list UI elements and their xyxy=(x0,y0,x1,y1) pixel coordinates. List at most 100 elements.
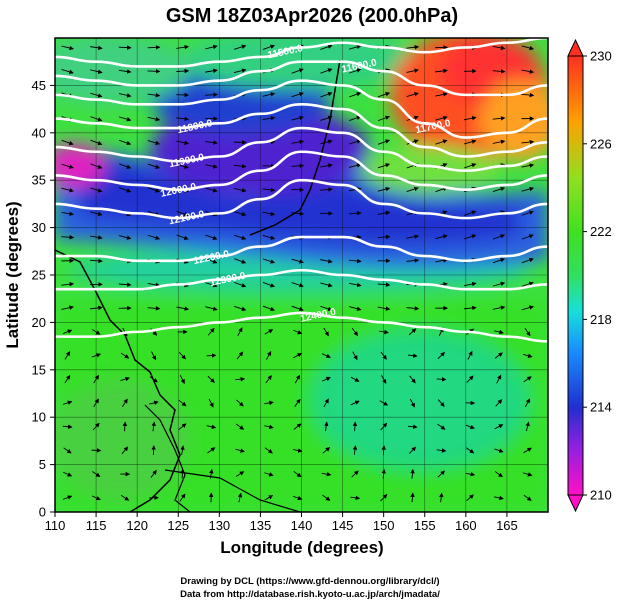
wind-vector xyxy=(322,494,331,501)
wind-vector xyxy=(406,139,419,145)
wind-vector xyxy=(178,352,186,360)
wind-vector xyxy=(147,306,161,311)
coastline-asia xyxy=(55,249,181,512)
wind-vector xyxy=(205,164,218,169)
wind-vector xyxy=(496,374,502,384)
credit-drawing: Drawing by DCL (https://www.gfd-dennou.o… xyxy=(180,576,439,587)
wind-vector xyxy=(348,282,362,288)
wind-vector xyxy=(523,447,532,454)
wind-vector xyxy=(176,163,189,169)
wind-vector xyxy=(236,351,244,360)
wind-vector xyxy=(118,69,132,74)
wind-vector xyxy=(207,447,216,454)
wind-vector xyxy=(377,306,391,311)
wind-vector xyxy=(293,353,303,359)
wind-vector xyxy=(62,424,73,429)
wind-vector xyxy=(149,400,159,405)
wind-vector xyxy=(494,424,504,430)
wind-vector xyxy=(291,92,304,98)
wind-vector xyxy=(151,351,157,361)
wind-vector xyxy=(494,352,503,359)
wind-vector xyxy=(409,398,415,408)
colorbar-body xyxy=(567,55,584,496)
wind-vector xyxy=(90,211,103,217)
x-tick-label: 145 xyxy=(332,518,354,533)
wind-vector xyxy=(291,68,304,74)
wind-vector xyxy=(492,45,506,51)
wind-vector xyxy=(464,210,477,216)
wind-vector xyxy=(264,447,273,454)
wind-vector xyxy=(320,259,333,264)
wind-vector xyxy=(492,116,506,121)
wind-vector xyxy=(92,471,101,478)
wind-vector xyxy=(262,305,275,312)
wind-vector xyxy=(90,258,103,264)
wind-vector xyxy=(293,423,302,430)
wind-vector xyxy=(205,187,218,193)
wind-vector xyxy=(90,187,103,193)
wind-vector xyxy=(523,376,532,383)
wind-vector xyxy=(466,375,474,383)
wind-vector xyxy=(121,446,129,455)
wind-vector xyxy=(207,327,215,336)
wind-vector xyxy=(377,163,391,169)
height-contour xyxy=(55,79,548,139)
wind-vector xyxy=(323,327,329,337)
wind-vector xyxy=(118,116,132,122)
wind-vector xyxy=(380,422,388,431)
wind-vector xyxy=(262,187,276,193)
wind-vector xyxy=(61,163,74,169)
wind-vector xyxy=(92,329,101,335)
wind-vector xyxy=(377,92,391,98)
x-axis-title: Longitude (degrees) xyxy=(220,538,383,557)
wind-vector xyxy=(91,353,102,358)
wind-vector xyxy=(234,258,247,264)
wind-vector xyxy=(179,375,185,384)
wind-vector xyxy=(262,115,276,121)
wind-vector xyxy=(464,234,477,240)
wind-vector xyxy=(176,140,189,145)
wind-vector xyxy=(494,329,504,335)
temperature-field: 11500.011600.011700.011800.011900.012000… xyxy=(55,38,548,512)
wind-vector xyxy=(381,445,386,455)
colorbar-tick-label: 230 xyxy=(590,49,612,64)
wind-vector xyxy=(409,375,416,384)
wind-vector xyxy=(147,282,161,288)
wind-vector xyxy=(407,353,418,358)
wind-vector xyxy=(320,115,333,121)
wind-vector xyxy=(180,445,185,455)
wind-vector xyxy=(349,139,362,145)
wind-vector xyxy=(439,492,444,503)
y-tick-label: 35 xyxy=(32,173,46,188)
y-axis-title: Latitude (degrees) xyxy=(3,201,22,348)
wind-vector xyxy=(176,116,190,122)
x-tick-label: 110 xyxy=(45,518,66,533)
wind-vector xyxy=(93,374,99,384)
y-tick-label: 30 xyxy=(32,220,46,235)
y-tick-label: 10 xyxy=(32,410,46,425)
wind-vector xyxy=(464,163,477,169)
colorbar: 210 214 218 222 226 230 xyxy=(567,38,612,513)
wind-vector xyxy=(406,68,420,73)
wind-vector xyxy=(205,44,218,50)
wind-vector xyxy=(233,68,247,74)
wind-vector xyxy=(176,68,190,74)
wind-vector xyxy=(262,211,276,217)
wind-vector xyxy=(237,327,243,337)
wind-vector xyxy=(205,306,218,311)
colorbar-tick-label: 222 xyxy=(590,224,612,239)
wind-vector xyxy=(262,282,275,288)
colorbar-min-arrow xyxy=(567,494,584,513)
wind-vector xyxy=(494,495,504,501)
wind-vector xyxy=(121,398,128,407)
y-axis: 0 5 10 15 20 25 30 35 40 45 xyxy=(32,78,55,520)
wind-vector xyxy=(147,45,161,50)
wind-vector xyxy=(524,327,531,337)
wind-vector xyxy=(492,69,506,74)
wind-vector xyxy=(380,351,387,360)
wind-vector xyxy=(492,186,506,192)
wind-vector xyxy=(90,92,103,98)
wind-vector xyxy=(406,306,420,311)
x-tick-label: 115 xyxy=(86,518,107,533)
wind-vector xyxy=(351,327,359,337)
